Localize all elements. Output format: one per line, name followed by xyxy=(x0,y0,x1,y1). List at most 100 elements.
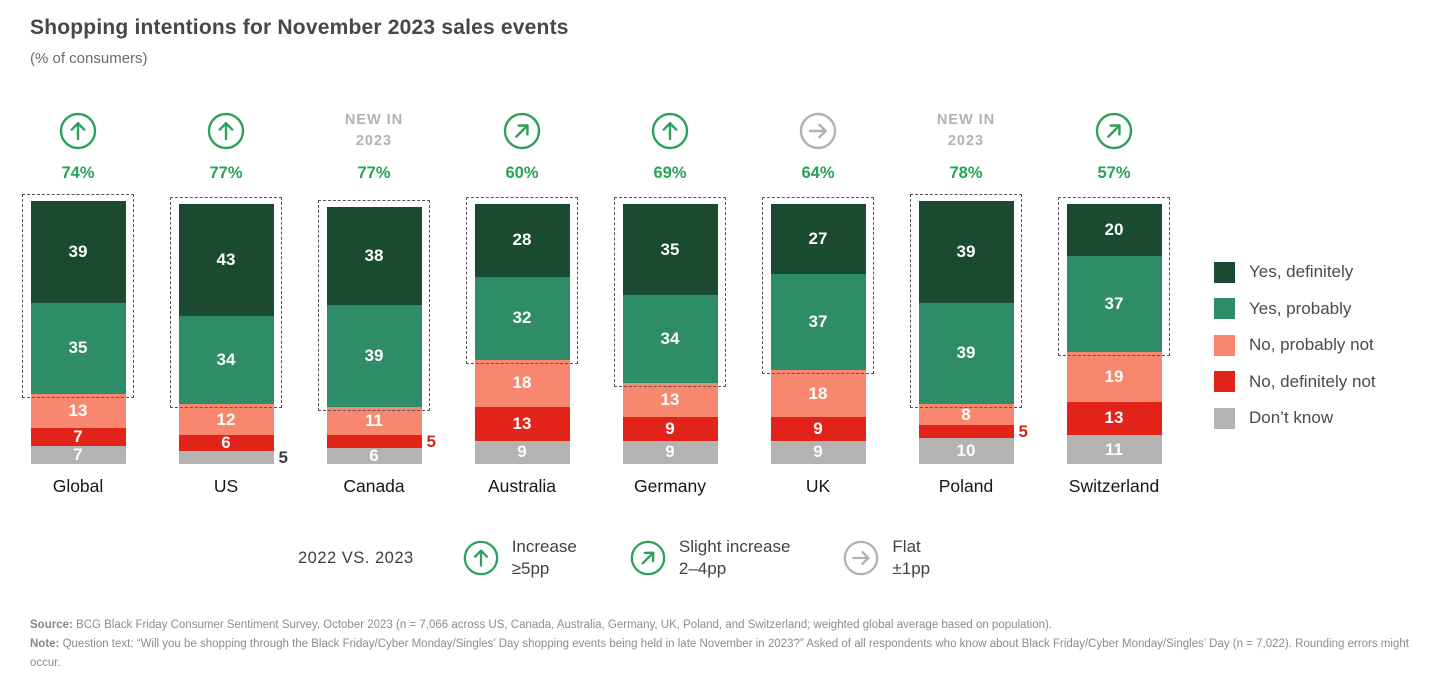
page-subtitle: (% of consumers) xyxy=(30,50,148,67)
bar-wrap: 39 35 13 7 7 xyxy=(4,190,152,464)
stacked-bar: 28 32 18 13 9 xyxy=(474,204,570,464)
trend-comparison-legend: 2022 VS. 2023 Increase ≥5pp Slight increa… xyxy=(298,536,982,581)
country-label: Switzerland xyxy=(1068,476,1160,496)
new-in-2023-label: NEW IN 2023 xyxy=(936,111,996,149)
stacked-bar: 27 37 18 9 9 xyxy=(770,204,866,464)
bar-segment xyxy=(178,450,274,464)
bar-wrap: 35 34 13 9 9 xyxy=(596,190,744,464)
bar-segment: 28 xyxy=(474,204,570,277)
yes-total-percent: 60% xyxy=(505,164,539,182)
trend-legend-text: Flat ±1pp xyxy=(892,537,931,579)
source-text: BCG Black Friday Consumer Sentiment Surv… xyxy=(72,619,1053,631)
stacked-bar-chart: 74% 39 35 13 7 7 Global 77% 43 34 12 6 5 US NEW IN 202… xyxy=(4,102,1188,497)
bar-segment: 34 xyxy=(178,315,274,405)
bar-segment: 13 xyxy=(30,393,126,428)
legend-item: Don’t know xyxy=(1214,400,1376,437)
bar-segment: 9 xyxy=(770,440,866,464)
bar-segment xyxy=(326,435,422,449)
series-legend: Yes, definitely Yes, probably No, probably… xyxy=(1214,254,1376,437)
bar-segment: 7 xyxy=(30,427,126,446)
bar-segment: 6 xyxy=(326,448,422,464)
stacked-bar: 35 34 13 9 9 xyxy=(622,204,718,464)
yes-total-percent: 57% xyxy=(1097,164,1131,182)
country-label: UK xyxy=(805,476,831,496)
bar-wrap: 39 39 8 10 5 xyxy=(892,190,1040,464)
bar-segment: 19 xyxy=(1066,352,1162,402)
comparison-label: 2022 VS. 2023 xyxy=(298,548,414,567)
trend-indicator xyxy=(650,102,690,160)
legend-label: Yes, probably xyxy=(1249,298,1352,318)
note-label: Note: xyxy=(30,637,60,650)
legend-swatch xyxy=(1214,261,1235,283)
outside-segment-value: 5 xyxy=(1018,421,1028,441)
trend-up-icon xyxy=(463,541,498,576)
bar-segment: 11 xyxy=(1066,435,1162,464)
legend-swatch xyxy=(1214,334,1235,356)
bar-segment: 13 xyxy=(622,383,718,418)
bar-segment: 37 xyxy=(770,274,866,371)
bar-segment: 13 xyxy=(1066,401,1162,436)
bar-segment: 9 xyxy=(474,440,570,464)
bar-segment: 9 xyxy=(770,417,866,441)
trend-legend-item: Increase ≥5pp xyxy=(462,536,577,581)
trend-up-icon xyxy=(59,112,97,150)
yes-total-percent: 77% xyxy=(209,164,243,182)
trend-indicator xyxy=(502,102,542,160)
bar-wrap: 20 37 19 13 11 xyxy=(1040,190,1188,464)
legend-item: No, probably not xyxy=(1214,327,1376,364)
stacked-bar: 39 39 8 10 xyxy=(918,201,1014,464)
country-label: Poland xyxy=(938,476,994,496)
trend-flat-icon xyxy=(799,112,837,150)
stacked-bar: 20 37 19 13 11 xyxy=(1066,204,1162,464)
bar-column-germany: 69% 35 34 13 9 9 Germany xyxy=(596,102,744,497)
bar-segment: 35 xyxy=(30,302,126,394)
bar-segment: 43 xyxy=(178,204,274,316)
trend-up-icon xyxy=(207,112,245,150)
legend-swatch xyxy=(1214,407,1235,429)
legend-swatch xyxy=(1214,371,1235,393)
bar-wrap: 27 37 18 9 9 xyxy=(744,190,892,464)
trend-indicator xyxy=(798,102,838,160)
legend-label: No, probably not xyxy=(1249,335,1374,355)
trend-flat-icon xyxy=(844,541,879,576)
bar-column-canada: NEW IN 2023 77% 38 39 11 6 5 Canada xyxy=(300,102,448,497)
bar-segment: 39 xyxy=(918,302,1014,405)
bar-segment xyxy=(918,424,1014,438)
bar-segment: 12 xyxy=(178,404,274,436)
stacked-bar: 39 35 13 7 7 xyxy=(30,201,126,464)
bar-wrap: 38 39 11 6 5 xyxy=(300,190,448,464)
footnote-note-line: Note: Question text: “Will you be shoppi… xyxy=(30,635,1430,673)
bar-column-poland: NEW IN 2023 78% 39 39 8 10 5 Poland xyxy=(892,102,1040,497)
trend-legend-item: Slight increase 2–4pp xyxy=(629,536,791,581)
bar-segment: 8 xyxy=(918,404,1014,425)
bar-segment: 38 xyxy=(326,206,422,306)
trend-up-icon xyxy=(651,112,689,150)
bar-segment: 9 xyxy=(622,440,718,464)
bar-segment: 39 xyxy=(30,201,126,303)
bar-column-us: 77% 43 34 12 6 5 US xyxy=(152,102,300,497)
legend-item: No, definitely not xyxy=(1214,364,1376,401)
stacked-bar: 38 39 11 6 xyxy=(326,206,422,464)
footnote-source-line: Source: BCG Black Friday Consumer Sentim… xyxy=(30,616,1430,635)
legend-swatch xyxy=(1214,298,1235,320)
outside-segment-value: 5 xyxy=(278,447,288,467)
trend-indicator xyxy=(58,102,98,160)
legend-label: Don’t know xyxy=(1249,408,1334,428)
bar-segment: 10 xyxy=(918,437,1014,464)
page-title: Shopping intentions for November 2023 sa… xyxy=(30,16,569,39)
country-label: Global xyxy=(52,476,104,496)
footnote: Source: BCG Black Friday Consumer Sentim… xyxy=(30,616,1430,673)
trend-legend-text: Slight increase 2–4pp xyxy=(678,537,791,579)
bar-column-uk: 64% 27 37 18 9 9 UK xyxy=(744,102,892,497)
country-label: Australia xyxy=(487,476,557,496)
stacked-bar: 43 34 12 6 xyxy=(178,204,274,464)
bar-segment: 27 xyxy=(770,204,866,275)
bar-segment: 9 xyxy=(622,417,718,441)
bar-segment: 35 xyxy=(622,204,718,295)
country-label: US xyxy=(213,476,239,496)
outside-segment-value: 5 xyxy=(426,431,436,451)
note-text: Question text: “Will you be shopping thr… xyxy=(30,637,1409,669)
new-in-2023-label: NEW IN 2023 xyxy=(344,111,404,149)
trend-indicator xyxy=(206,102,246,160)
yes-total-percent: 74% xyxy=(61,164,95,182)
